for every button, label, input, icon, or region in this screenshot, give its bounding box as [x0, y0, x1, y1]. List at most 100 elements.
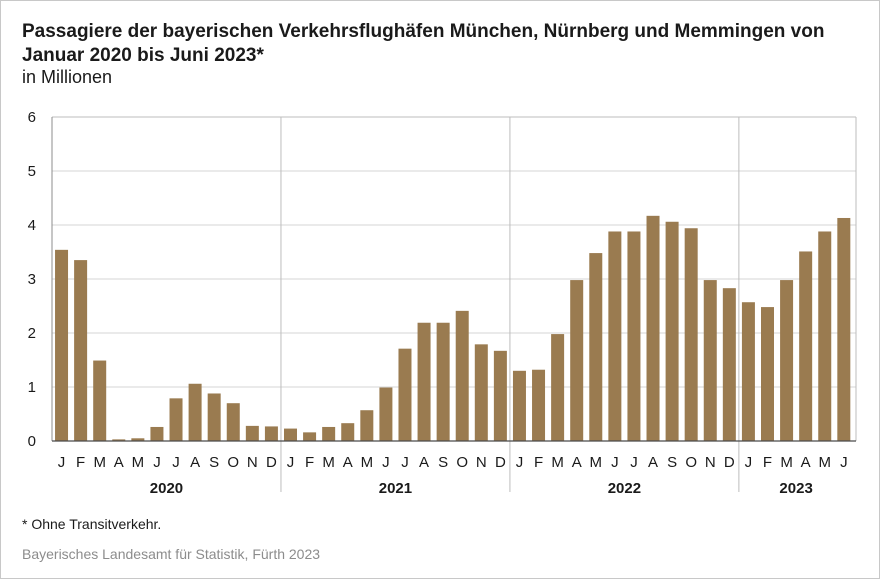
- x-tick-label: N: [247, 454, 258, 471]
- x-tick-label: J: [745, 454, 753, 471]
- x-tick-label: D: [495, 454, 506, 471]
- bar: [112, 439, 126, 441]
- bar: [780, 280, 794, 441]
- bar: [226, 403, 240, 441]
- bar: [589, 253, 603, 441]
- bar: [264, 426, 278, 441]
- bar: [284, 428, 297, 441]
- bar: [341, 423, 355, 441]
- year-label: 2023: [779, 480, 812, 497]
- x-tick-label: M: [93, 454, 106, 471]
- bar: [512, 370, 526, 441]
- x-tick-label: J: [516, 454, 524, 471]
- y-tick-label: 1: [28, 379, 36, 396]
- bar: [665, 221, 679, 441]
- x-tick-label: N: [476, 454, 487, 471]
- x-tick-label: J: [611, 454, 619, 471]
- bar: [551, 334, 565, 441]
- bar: [398, 348, 412, 441]
- x-tick-label: M: [780, 454, 793, 471]
- bar: [417, 322, 431, 441]
- x-tick-label: J: [382, 454, 390, 471]
- bar: [207, 393, 221, 441]
- chart-subtitle: in Millionen: [22, 67, 113, 87]
- bar: [799, 251, 813, 441]
- bar: [436, 322, 450, 441]
- bar: [74, 260, 88, 441]
- x-tick-label: J: [840, 454, 848, 471]
- bar: [245, 425, 259, 441]
- bar: [188, 383, 202, 441]
- footnote: * Ohne Transitverkehr.: [22, 516, 162, 532]
- bar: [474, 344, 488, 441]
- x-tick-label: J: [172, 454, 180, 471]
- x-tick-label: F: [305, 454, 314, 471]
- year-label: 2022: [608, 480, 641, 497]
- x-tick-label: S: [667, 454, 677, 471]
- x-tick-label: S: [209, 454, 219, 471]
- year-label: 2021: [379, 480, 412, 497]
- y-tick-label: 0: [28, 433, 36, 450]
- x-tick-label: A: [572, 454, 582, 471]
- bar: [379, 387, 393, 441]
- x-tick-label: J: [287, 454, 295, 471]
- x-tick-label: F: [534, 454, 543, 471]
- x-tick-label: A: [343, 454, 353, 471]
- x-tick-label: J: [401, 454, 409, 471]
- bar: [570, 280, 584, 441]
- x-tick-label: A: [114, 454, 124, 471]
- bar: [818, 231, 832, 441]
- y-tick-label: 6: [28, 109, 36, 126]
- bar: [532, 369, 546, 441]
- x-tick-label: J: [58, 454, 66, 471]
- y-tick-label: 4: [28, 217, 36, 234]
- x-tick-label: S: [438, 454, 448, 471]
- bar: [303, 432, 317, 441]
- x-tick-label: O: [227, 454, 239, 471]
- bar: [322, 426, 336, 441]
- x-tick-label: J: [153, 454, 161, 471]
- source-note: Bayerisches Landesamt für Statistik, Für…: [22, 546, 321, 562]
- x-tick-label: F: [76, 454, 85, 471]
- bar: [627, 231, 641, 441]
- bar: [646, 215, 660, 441]
- x-tick-label: A: [801, 454, 811, 471]
- bar: [741, 302, 755, 441]
- bar: [837, 217, 851, 441]
- x-tick-label: D: [266, 454, 277, 471]
- bar: [703, 280, 717, 441]
- x-tick-label: M: [590, 454, 603, 471]
- x-tick-label: A: [419, 454, 429, 471]
- bar: [761, 307, 774, 441]
- x-tick-label: M: [551, 454, 564, 471]
- bar: [493, 350, 507, 441]
- y-tick-label: 3: [28, 271, 36, 288]
- x-tick-label: O: [685, 454, 697, 471]
- chart-title: Passagiere der bayerischen Verkehrsflugh…: [22, 21, 825, 66]
- x-tick-label: D: [724, 454, 735, 471]
- year-label: 2020: [150, 480, 183, 497]
- bar: [684, 228, 698, 441]
- bar: [169, 398, 183, 441]
- bar: [360, 410, 374, 441]
- y-tick-label: 2: [28, 325, 36, 342]
- x-tick-label: J: [630, 454, 638, 471]
- bar: [150, 426, 164, 441]
- bar: [608, 231, 622, 441]
- x-tick-label: A: [190, 454, 200, 471]
- bar: [455, 310, 469, 441]
- x-tick-label: A: [648, 454, 658, 471]
- x-tick-label: O: [456, 454, 468, 471]
- x-tick-label: M: [132, 454, 145, 471]
- bar: [722, 288, 736, 441]
- x-tick-label: M: [361, 454, 374, 471]
- bar: [131, 438, 145, 441]
- y-tick-label: 5: [28, 163, 36, 180]
- bar: [55, 249, 69, 441]
- x-tick-label: M: [322, 454, 335, 471]
- x-tick-label: N: [705, 454, 716, 471]
- x-tick-label: M: [818, 454, 831, 471]
- x-tick-label: F: [763, 454, 772, 471]
- bar: [93, 360, 107, 441]
